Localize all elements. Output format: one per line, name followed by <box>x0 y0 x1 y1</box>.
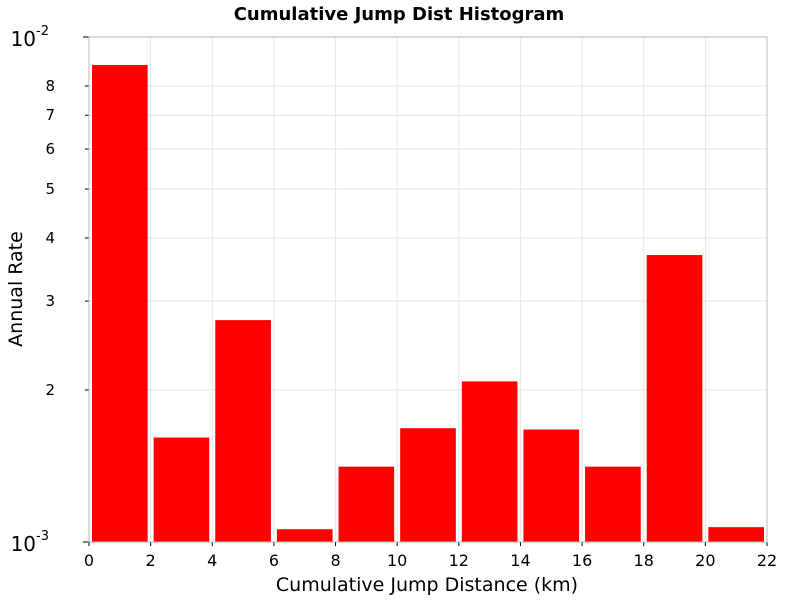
x-tick-label: 14 <box>510 551 530 570</box>
histogram-bar <box>585 466 641 542</box>
y-tick-label: 7 <box>45 106 55 124</box>
bars <box>92 65 764 542</box>
x-tick-label: 22 <box>757 551 777 570</box>
histogram-bar <box>153 437 210 542</box>
x-tick-label: 8 <box>330 551 340 570</box>
x-tick-label: 12 <box>449 551 469 570</box>
x-tick-label: 10 <box>387 551 407 570</box>
x-tick-label: 18 <box>634 551 654 570</box>
x-tick-label: 6 <box>269 551 279 570</box>
y-tick-label: 5 <box>45 180 55 198</box>
x-tick-label: 4 <box>207 551 217 570</box>
y-tick-label: 4 <box>45 229 55 247</box>
histogram-bar <box>708 527 764 542</box>
histogram-bar <box>646 255 703 542</box>
histogram-bar <box>276 529 333 542</box>
histogram-bar <box>400 428 456 542</box>
plot-border <box>88 36 768 543</box>
grid-lines <box>89 37 767 542</box>
histogram-bar <box>523 429 580 542</box>
y-tick-label: 8 <box>45 77 55 95</box>
histogram-bar <box>338 466 395 542</box>
x-tick-label: 20 <box>695 551 715 570</box>
y-tick-label: 2 <box>45 381 55 399</box>
x-tick-label: 2 <box>146 551 156 570</box>
y-major-tick-label: 10-3 <box>11 529 49 556</box>
x-tick-label: 0 <box>84 551 94 570</box>
histogram-bar <box>92 65 148 542</box>
chart-title: Cumulative Jump Dist Histogram <box>234 4 565 25</box>
y-tick-label: 6 <box>45 140 55 158</box>
y-axis-label: Annual Rate <box>5 231 27 347</box>
histogram-bar <box>461 381 518 542</box>
x-tick-label: 16 <box>572 551 592 570</box>
histogram-bar <box>215 320 271 542</box>
x-axis-label: Cumulative Jump Distance (km) <box>276 574 578 596</box>
y-tick-label: 3 <box>45 292 55 310</box>
y-major-tick-label: 10-2 <box>11 24 49 51</box>
